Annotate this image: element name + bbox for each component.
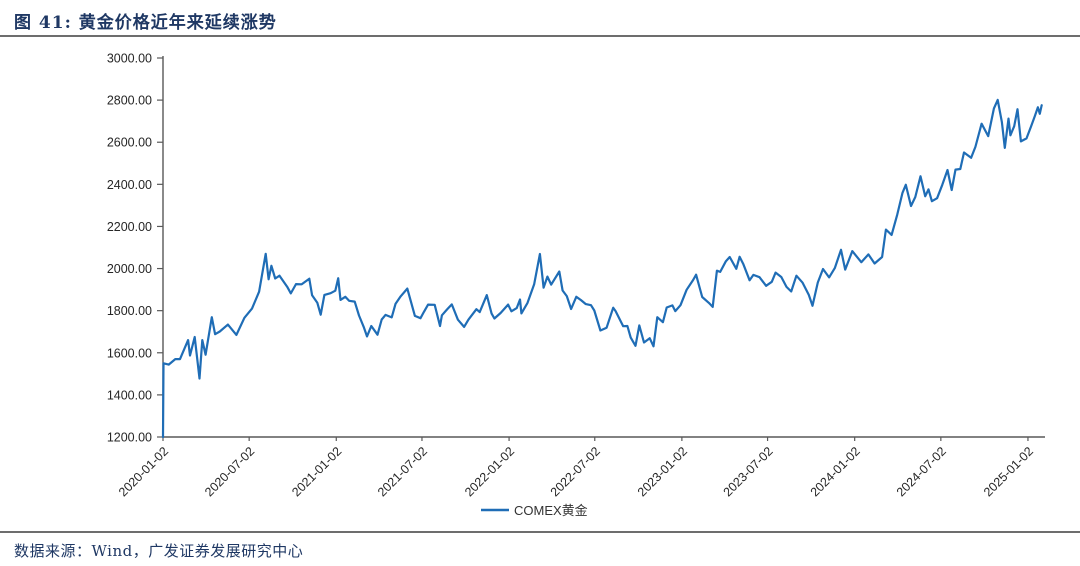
x-tick-label: 2020-01-02: [116, 444, 171, 499]
y-tick-label: 2200.00: [107, 220, 152, 234]
x-tick-label: 2021-07-02: [375, 444, 430, 499]
x-tick-label: 2024-01-02: [808, 444, 863, 499]
x-tick-label: 2025-01-02: [981, 444, 1036, 499]
legend-label: COMEX黄金: [514, 503, 588, 518]
figure-title: 图 41: 黄金价格近年来延续涨势: [14, 13, 277, 33]
bottom-divider: [0, 531, 1080, 533]
y-tick-label: 1400.00: [107, 388, 152, 402]
x-tick-label: 2023-07-02: [721, 444, 776, 499]
x-tick-label: 2024-07-02: [894, 444, 949, 499]
top-divider: [0, 35, 1080, 37]
x-tick-label: 2022-01-02: [462, 444, 517, 499]
y-tick-label: 1200.00: [107, 431, 152, 445]
data-source: 数据来源：Wind，广发证券发展研究中心: [14, 542, 304, 560]
price-line: [161, 98, 1043, 439]
y-tick-label: 3000.00: [107, 52, 152, 66]
x-tick-label: 2021-01-02: [289, 444, 344, 499]
y-tick-label: 2000.00: [107, 262, 152, 276]
y-tick-label: 1800.00: [107, 304, 152, 318]
x-tick-label: 2022-07-02: [548, 444, 603, 499]
y-tick-label: 1600.00: [107, 346, 152, 360]
x-tick-label: 2023-01-02: [635, 444, 690, 499]
gold-price-chart: 1200.00 1400.00 1600.00 1800.00 2000.00 2200.…: [107, 52, 1045, 518]
x-tick-label: 2020-07-02: [202, 444, 257, 499]
y-tick-label: 2600.00: [107, 136, 152, 150]
y-tick-label: 2800.00: [107, 94, 152, 108]
y-tick-label: 2400.00: [107, 178, 152, 192]
